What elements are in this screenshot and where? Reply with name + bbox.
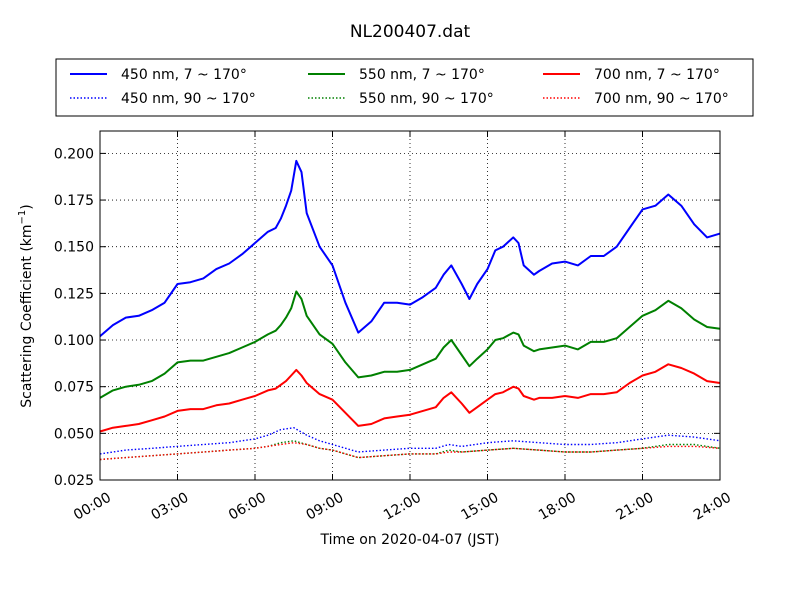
series-line-4 — [99, 440, 721, 461]
series-line-1 — [99, 159, 721, 338]
y-tick-label: 0.075 — [54, 380, 94, 396]
legend: 450 nm, 7 ~ 170° 450 nm, 90 ~ 170° 550 nm,… — [55, 58, 754, 117]
chart-title: NL200407.dat — [350, 22, 471, 42]
legend-items: 450 nm, 7 ~ 170° 450 nm, 90 ~ 170° 550 nm,… — [70, 67, 729, 107]
series-line-2 — [99, 427, 721, 455]
y-axis-label: Scattering Coefficient (km−1) — [17, 204, 35, 408]
y-axis-label-main: Scattering Coefficient (km — [19, 224, 35, 407]
y-tick-label: 0.175 — [54, 193, 94, 209]
y-tick-label: 0.200 — [54, 146, 94, 162]
y-tick-label: 0.100 — [54, 333, 94, 349]
legend-label-3: 550 nm, 7 ~ 170° — [359, 67, 485, 83]
legend-label-4: 550 nm, 90 ~ 170° — [359, 91, 494, 107]
y-tick-label: 0.050 — [54, 426, 94, 442]
y-tick-labels: 0.025 0.050 0.075 0.100 0.125 0.150 0.175 0.200 — [54, 146, 94, 489]
legend-frame — [55, 58, 754, 117]
y-axis-label-superscript: −1 — [17, 210, 28, 225]
legend-label-5: 700 nm, 7 ~ 170° — [594, 67, 720, 83]
legend-label-2: 450 nm, 90 ~ 170° — [121, 91, 256, 107]
y-tick-label: 0.125 — [54, 286, 94, 302]
y-axis-label-close: ) — [19, 204, 35, 209]
series-layer — [99, 159, 721, 461]
x-axis-label: Time on 2020-04-07 (JST) — [320, 532, 500, 548]
series-line-5 — [99, 363, 721, 433]
plot-area — [99, 130, 721, 481]
series-line-3 — [99, 290, 721, 399]
y-tick-label: 0.150 — [54, 240, 94, 256]
y-tick-label: 0.025 — [54, 473, 94, 489]
legend-label-6: 700 nm, 90 ~ 170° — [594, 91, 729, 107]
legend-label-1: 450 nm, 7 ~ 170° — [121, 67, 247, 83]
tick-marks — [99, 131, 721, 481]
